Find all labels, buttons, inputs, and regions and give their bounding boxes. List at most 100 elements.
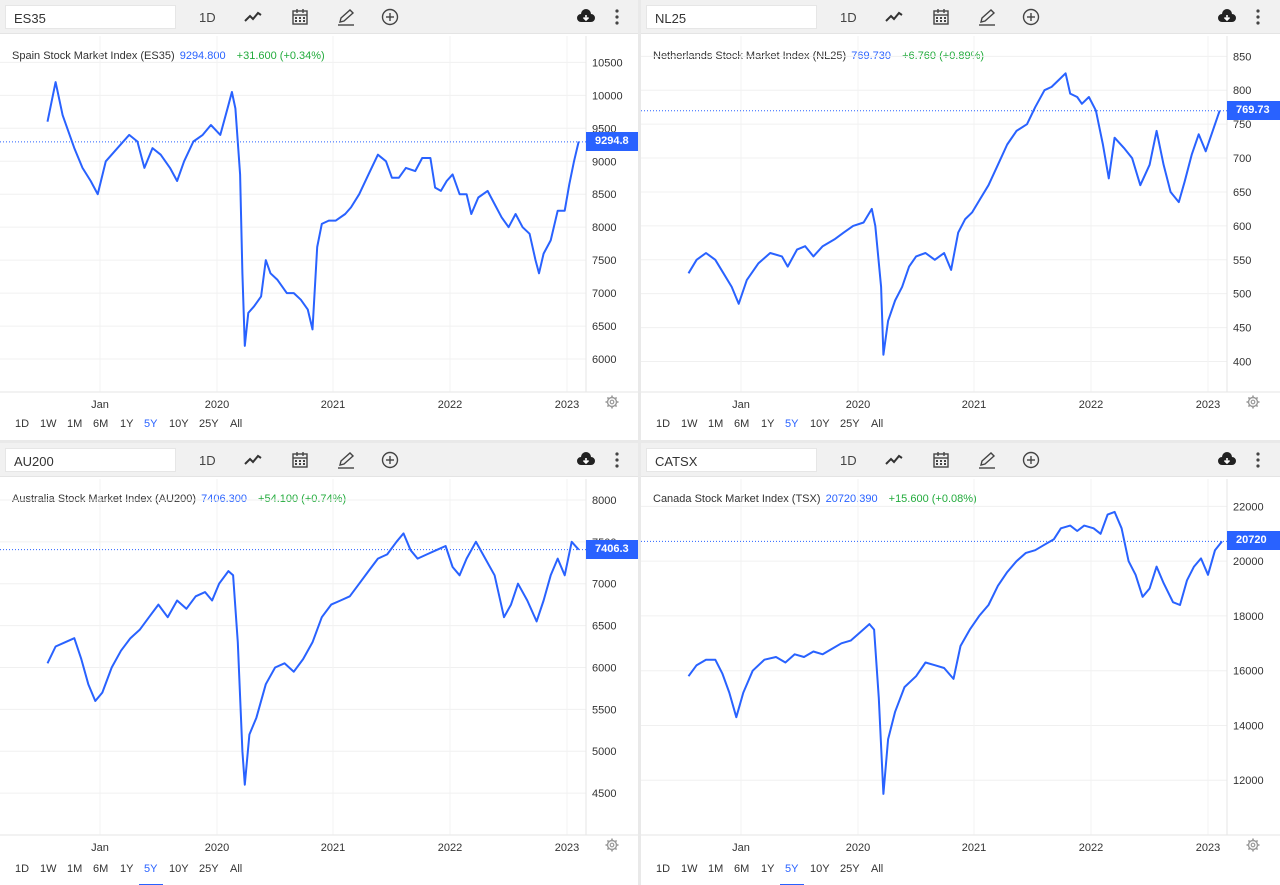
range-button-1d[interactable]: 1D	[656, 863, 671, 875]
price-chart[interactable]: 12000 14000 16000 18000 20000 22000 Jan 2020 202…	[641, 443, 1280, 885]
chart-type-icon[interactable]	[884, 451, 904, 469]
range-button-1y[interactable]: 1Y	[120, 418, 134, 430]
price-chart[interactable]: 45005000550060006500700075008000Jan20202…	[0, 443, 638, 885]
more-options-icon[interactable]	[607, 451, 627, 469]
range-button-1w[interactable]: 1W	[40, 418, 57, 430]
range-button-5y[interactable]: 5Y	[144, 863, 158, 875]
add-indicator-icon[interactable]	[1021, 451, 1041, 469]
range-button-all[interactable]: All	[871, 863, 884, 875]
draw-pen-icon[interactable]	[336, 8, 356, 26]
draw-pen-icon[interactable]	[977, 451, 997, 469]
symbol-input[interactable]: AU200	[5, 448, 176, 472]
x-tick-label: 2020	[846, 842, 870, 854]
range-button-1m[interactable]: 1M	[708, 418, 724, 430]
chart-toolbar: ES35 1D	[0, 0, 638, 34]
range-button-1m[interactable]: 1M	[67, 418, 83, 430]
calendar-icon[interactable]	[931, 451, 951, 469]
x-tick-label: Jan	[91, 399, 109, 411]
chart-toolbar: CATSX 1D	[641, 443, 1280, 477]
y-tick-label: 20000	[1233, 556, 1264, 568]
y-tick-label: 7000	[592, 288, 616, 300]
range-button-5y[interactable]: 5Y	[144, 418, 158, 430]
range-button-25y[interactable]: 25Y	[199, 418, 219, 430]
more-options-icon[interactable]	[607, 8, 627, 26]
range-button-5y[interactable]: 5Y	[785, 418, 799, 430]
legend-name: Spain Stock Market Index (ES35)	[12, 50, 175, 62]
range-button-6m[interactable]: 6M	[93, 863, 109, 875]
y-tick-label: 500	[1233, 289, 1251, 301]
price-chart[interactable]: 400 450 500 550 600 650 700 750 800 850 Jan 2020 202…	[641, 0, 1280, 440]
more-options-icon[interactable]	[1248, 8, 1268, 26]
range-button-all[interactable]: All	[871, 418, 884, 430]
chart-type-icon[interactable]	[243, 8, 263, 26]
range-button-10y[interactable]: 10Y	[169, 418, 189, 430]
range-button-1w[interactable]: 1W	[681, 863, 698, 875]
draw-pen-icon[interactable]	[977, 8, 997, 26]
range-button-all[interactable]: All	[230, 418, 243, 430]
range-button-1d[interactable]: 1D	[15, 418, 30, 430]
add-indicator-icon[interactable]	[1021, 8, 1041, 26]
y-tick-label: 18000	[1233, 611, 1264, 623]
range-button-1m[interactable]: 1M	[67, 863, 83, 875]
range-button-6m[interactable]: 6M	[93, 418, 109, 430]
calendar-icon[interactable]	[931, 8, 951, 26]
x-tick-label: 2023	[1196, 399, 1220, 411]
chart-type-icon[interactable]	[243, 451, 263, 469]
last-price-tag: 20720	[1227, 531, 1280, 551]
download-cloud-icon[interactable]	[576, 8, 596, 26]
symbol-input[interactable]: CATSX	[646, 448, 817, 472]
calendar-icon[interactable]	[290, 8, 310, 26]
range-button-5y[interactable]: 5Y	[785, 863, 799, 875]
timeframe-button[interactable]: 1D	[840, 10, 857, 25]
range-button-10y[interactable]: 10Y	[810, 418, 830, 430]
range-button-1d[interactable]: 1D	[656, 418, 671, 430]
range-button-all[interactable]: All	[230, 863, 243, 875]
settings-gear-icon[interactable]	[605, 395, 619, 409]
range-button-1w[interactable]: 1W	[40, 863, 57, 875]
y-tick-label: 16000	[1233, 666, 1264, 678]
chart-type-icon[interactable]	[884, 8, 904, 26]
settings-gear-icon[interactable]	[1246, 395, 1260, 409]
y-tick-label: 550	[1233, 255, 1251, 267]
range-button-6m[interactable]: 6M	[734, 863, 750, 875]
x-tick-label: 2020	[205, 842, 229, 854]
y-tick-label: 6500	[592, 621, 616, 633]
legend-price: 7406.300	[201, 493, 247, 505]
range-button-1y[interactable]: 1Y	[120, 863, 134, 875]
range-button-1w[interactable]: 1W	[681, 418, 698, 430]
download-cloud-icon[interactable]	[1217, 8, 1237, 26]
range-button-1y[interactable]: 1Y	[761, 863, 775, 875]
download-cloud-icon[interactable]	[1217, 451, 1237, 469]
last-price-tag: 7406.3	[586, 539, 638, 559]
range-button-1m[interactable]: 1M	[708, 863, 724, 875]
settings-gear-icon[interactable]	[605, 838, 619, 852]
add-indicator-icon[interactable]	[380, 451, 400, 469]
y-tick-label: 8000	[592, 222, 616, 234]
last-price-tag: 9294.8	[586, 131, 638, 151]
symbol-input[interactable]: ES35	[5, 5, 176, 29]
range-button-25y[interactable]: 25Y	[199, 863, 219, 875]
range-button-10y[interactable]: 10Y	[810, 863, 830, 875]
range-button-25y[interactable]: 25Y	[840, 418, 860, 430]
x-tick-label: Jan	[732, 399, 750, 411]
timeframe-button[interactable]: 1D	[199, 10, 216, 25]
timeframe-button[interactable]: 1D	[840, 453, 857, 468]
add-indicator-icon[interactable]	[380, 8, 400, 26]
range-button-6m[interactable]: 6M	[734, 418, 750, 430]
settings-gear-icon[interactable]	[1246, 838, 1260, 852]
price-chart[interactable]: 6000650070007500800085009000950010000105…	[0, 0, 638, 440]
draw-pen-icon[interactable]	[336, 451, 356, 469]
range-button-25y[interactable]: 25Y	[840, 863, 860, 875]
range-button-1y[interactable]: 1Y	[761, 418, 775, 430]
y-tick-label: 10500	[592, 57, 623, 69]
y-tick-label: 7500	[592, 255, 616, 267]
range-button-10y[interactable]: 10Y	[169, 863, 189, 875]
x-tick-label: Jan	[732, 842, 750, 854]
calendar-icon[interactable]	[290, 451, 310, 469]
range-button-1d[interactable]: 1D	[15, 863, 30, 875]
timeframe-button[interactable]: 1D	[199, 453, 216, 468]
more-options-icon[interactable]	[1248, 451, 1268, 469]
symbol-input[interactable]: NL25	[646, 5, 817, 29]
y-tick-label: 850	[1233, 51, 1251, 63]
download-cloud-icon[interactable]	[576, 451, 596, 469]
